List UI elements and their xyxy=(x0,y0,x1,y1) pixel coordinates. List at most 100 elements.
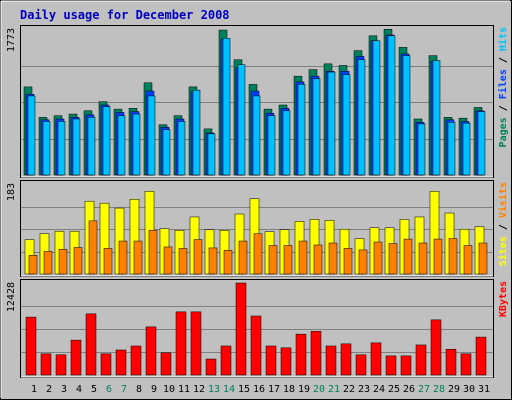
kbytes-bar xyxy=(220,345,232,376)
pages-bar xyxy=(57,121,66,176)
pages-bar xyxy=(87,117,96,176)
sites-bar xyxy=(73,247,83,275)
x-axis-day-label: 28 xyxy=(433,384,445,395)
pages-bar xyxy=(447,122,456,176)
kbytes-bar xyxy=(235,282,247,376)
sites-bar xyxy=(268,245,278,275)
x-axis-day-label: 3 xyxy=(61,384,67,395)
legend-separator: / xyxy=(498,99,509,117)
x-axis-day-label: 18 xyxy=(283,384,295,395)
kbytes-bar xyxy=(25,316,37,376)
kbytes-bar xyxy=(340,343,352,376)
pages-bar xyxy=(237,64,246,176)
kbytes-bar xyxy=(385,355,397,376)
x-axis-day-label: 2 xyxy=(46,384,52,395)
pages-bar xyxy=(387,35,396,176)
pages-bar xyxy=(177,121,186,176)
kbytes-bar xyxy=(55,354,67,376)
kbytes-bar xyxy=(370,342,382,376)
sites-bar xyxy=(373,241,383,275)
pages-bar xyxy=(117,115,126,176)
pages-bar xyxy=(417,123,426,176)
y-axis-max-label: 1773 xyxy=(6,28,17,52)
x-axis-day-label: 12 xyxy=(193,384,205,395)
pages-bar xyxy=(327,71,336,176)
kbytes-bar xyxy=(70,339,82,376)
kbytes-bar xyxy=(325,345,337,376)
x-axis-day-label: 13 xyxy=(208,384,220,395)
x-axis-day-label: 31 xyxy=(478,384,490,395)
x-axis-day-label: 15 xyxy=(238,384,250,395)
x-axis-day-label: 29 xyxy=(448,384,460,395)
sites-bar xyxy=(358,249,368,275)
kbytes-bar xyxy=(265,345,277,376)
legend-kbytes: KBytes xyxy=(498,281,509,317)
sites-bar xyxy=(193,239,203,275)
sites-bar xyxy=(313,244,323,275)
x-axis-day-label: 11 xyxy=(178,384,190,395)
kbytes-bar xyxy=(310,331,322,376)
legend-pages: Pages xyxy=(498,117,509,147)
x-axis-day-label: 24 xyxy=(373,384,385,395)
panel-visits-sites: 183 Sites / Visits xyxy=(6,180,509,277)
y-axis-max-label: 183 xyxy=(6,183,17,201)
sites-bar xyxy=(208,247,218,275)
sites-bar xyxy=(133,240,143,275)
pages-bar xyxy=(282,110,291,176)
sites-bar xyxy=(478,242,488,275)
sites-bar xyxy=(388,243,398,275)
series-legend-label: KBytes xyxy=(498,281,509,317)
x-axis-day-label: 30 xyxy=(463,384,475,395)
panel-hits-files-pages: 1773 Pages / Files / Hits xyxy=(6,25,509,178)
pages-bar xyxy=(462,122,471,176)
x-axis-day-label: 8 xyxy=(136,384,142,395)
x-axis-day-label: 6 xyxy=(106,384,112,395)
panel-kbytes: 12428 KBytes xyxy=(6,279,509,378)
x-axis-labels: 1 2 3 4 5 6 7 8 9 10 11 12 13 14 15 16 17 18 19 20 21 22 23 24 2… xyxy=(31,384,490,395)
pages-bar xyxy=(297,84,306,176)
x-axis-day-label: 26 xyxy=(403,384,415,395)
kbytes-bar xyxy=(40,353,52,376)
pages-bar xyxy=(207,133,216,176)
x-axis-day-label: 19 xyxy=(298,384,310,395)
x-axis-day-label: 23 xyxy=(358,384,370,395)
x-axis-day-label: 21 xyxy=(328,384,340,395)
legend-separator: / xyxy=(498,218,509,236)
sites-bar xyxy=(28,255,38,275)
pages-bar xyxy=(132,113,141,176)
pages-bar xyxy=(267,115,276,176)
kbytes-bar xyxy=(175,311,187,376)
x-axis-day-label: 5 xyxy=(91,384,97,395)
sites-bar xyxy=(148,229,158,275)
y-axis-max-label: 12428 xyxy=(6,282,17,312)
sites-bar xyxy=(88,220,98,275)
kbytes-bar xyxy=(100,353,112,376)
legend-visits: Visits xyxy=(497,182,509,218)
pages-bar xyxy=(372,40,381,176)
kbytes-bar xyxy=(475,336,487,376)
sites-bar xyxy=(418,242,428,275)
kbytes-bar xyxy=(295,333,307,376)
x-axis-day-label: 10 xyxy=(163,384,175,395)
sites-bar xyxy=(238,240,248,275)
chart-title: Daily usage for December 2008 xyxy=(20,8,230,22)
pages-bar xyxy=(312,78,321,176)
kbytes-bar xyxy=(250,315,262,376)
pages-bar xyxy=(402,55,411,176)
legend-sites: Sites xyxy=(497,236,509,266)
pages-bar xyxy=(252,95,261,176)
kbytes-bar xyxy=(145,326,157,376)
x-axis-day-label: 27 xyxy=(418,384,430,395)
pages-bar xyxy=(342,74,351,176)
sites-bar xyxy=(433,238,443,275)
legend-hits: Hits xyxy=(497,27,509,51)
chart-panels: 1773 Pages / Files / Hits 183 Sites / Visit… xyxy=(6,25,509,378)
pages-bar xyxy=(192,89,201,176)
pages-bar xyxy=(27,95,36,176)
kbytes-bar xyxy=(115,349,127,376)
sites-bar xyxy=(298,240,308,275)
sites-bar xyxy=(58,249,68,275)
pages-bar xyxy=(147,95,156,176)
x-axis-day-label: 1 xyxy=(31,384,37,395)
